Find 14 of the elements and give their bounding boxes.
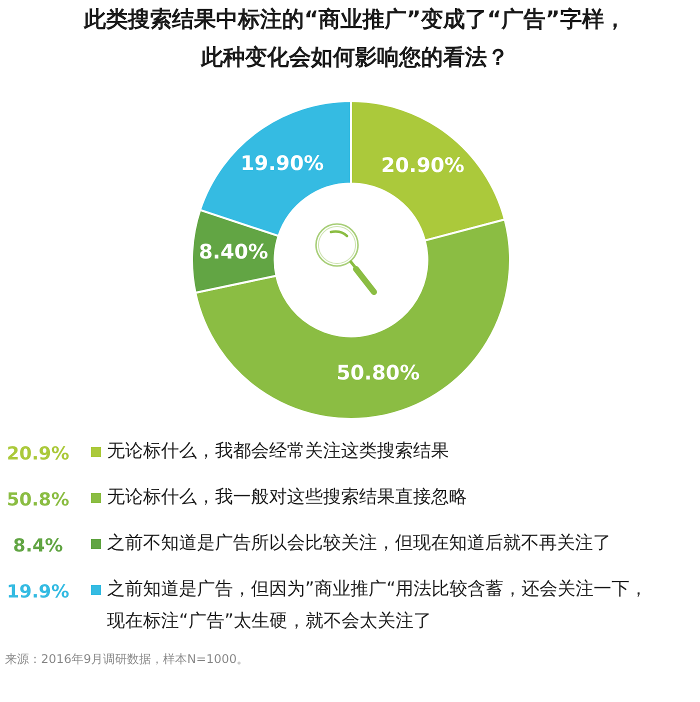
text: 19.9% — [6, 582, 70, 603]
data-label: 19.90% — [240, 150, 324, 175]
text: 8.4% — [13, 536, 63, 557]
legend-label: 无论标什么，我都会经常关注这类搜索结果 — [107, 440, 449, 462]
legend-label: 之前不知道是广告所以会比较关注，但现在知道后就不再关注了 — [107, 532, 611, 554]
legend-label: 无论标什么，我一般对这些搜索结果直接忽略 — [107, 486, 467, 508]
source-note: 来源：2016年9月调研数据，样本N=1000。 — [5, 652, 249, 666]
chart-title: 此类搜索结果中标注的“商业推广”变成了“广告”字样，此种变化会如何影响您的看法？ — [83, 6, 626, 71]
legend-label: 之前知道是广告，但因为”商业推广“用法比较含蓄，还会关注一下，现在标注“广告”太生硬，就不会太关注了 — [107, 578, 648, 632]
text: 20.9% — [6, 444, 70, 465]
data-label: 50.80% — [336, 360, 420, 385]
text: 50.8% — [6, 490, 70, 511]
data-label: 8.40% — [198, 240, 268, 264]
data-label: 20.90% — [381, 153, 464, 178]
